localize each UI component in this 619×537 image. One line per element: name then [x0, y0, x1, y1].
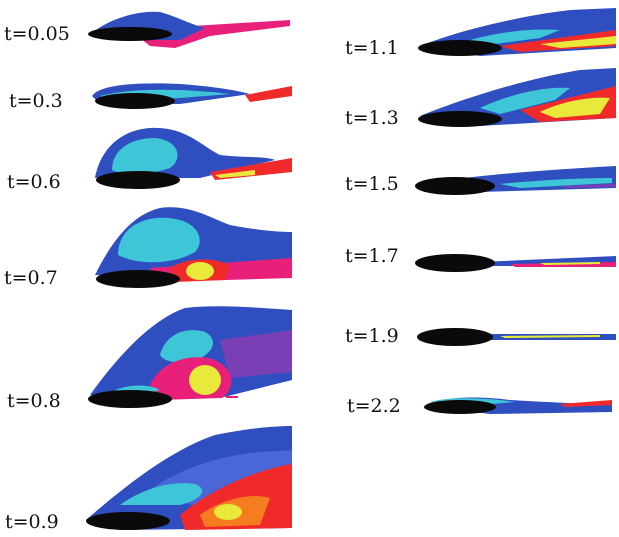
panel-t-1.1: t=1.1 [345, 8, 616, 59]
cyan-vortex [112, 138, 178, 174]
purple-wake [560, 184, 616, 188]
airfoil [86, 512, 170, 530]
airfoil [415, 254, 495, 272]
panel-t-0.05: t=0.05 [4, 11, 290, 48]
panel-t-1.7: t=1.7 [345, 245, 616, 272]
airfoil [88, 27, 172, 41]
red-wake [560, 400, 612, 407]
panel-t-0.9: t=0.9 [5, 426, 292, 533]
time-label: t=2.2 [347, 395, 401, 417]
time-label: t=0.8 [7, 390, 61, 412]
airfoil [96, 270, 180, 288]
airfoil [415, 177, 495, 195]
yellow-vortex [214, 504, 242, 520]
yellow-vortex [186, 262, 214, 280]
airfoil [417, 328, 493, 346]
airfoil [424, 400, 496, 414]
panel-t-0.8: t=0.8 [7, 306, 292, 412]
yellow-wake [540, 262, 600, 265]
time-label: t=0.9 [5, 511, 59, 533]
cyan-band [120, 483, 203, 505]
time-label: t=1.3 [345, 107, 399, 129]
panel-t-1.5: t=1.5 [345, 166, 616, 195]
cyan-vortex [160, 330, 213, 363]
airfoil [96, 171, 180, 189]
cyan-band [500, 178, 612, 188]
time-label: t=0.05 [4, 23, 70, 45]
time-label: t=0.3 [9, 90, 63, 112]
yellow-wake [215, 170, 255, 178]
airfoil [95, 93, 175, 109]
small-shed-vortex [226, 396, 238, 398]
panel-t-1.9: t=1.9 [345, 325, 616, 347]
red-wake [245, 86, 292, 102]
time-label: t=0.7 [4, 267, 58, 289]
airfoil [88, 390, 172, 408]
panel-t-0.6: t=0.6 [7, 127, 292, 193]
purple-band [220, 330, 292, 378]
cyan-band [470, 29, 560, 46]
yellow-vortex [189, 365, 221, 395]
red-wake [500, 30, 616, 52]
airfoil [418, 111, 502, 127]
panel-t-0.7: t=0.7 [4, 207, 292, 289]
yellow-wake [500, 335, 600, 338]
time-label: t=1.5 [345, 173, 399, 195]
time-label: t=1.1 [345, 37, 399, 59]
panel-t-1.3: t=1.3 [345, 68, 616, 129]
time-label: t=1.7 [345, 245, 399, 267]
cyan-band [480, 87, 570, 114]
cyan-vortex [118, 217, 200, 263]
panel-t-2.2: t=2.2 [347, 395, 612, 417]
airfoil [418, 40, 502, 56]
time-label: t=0.6 [7, 171, 61, 193]
yellow-wake [540, 97, 610, 118]
panel-t-0.3: t=0.3 [9, 83, 292, 112]
yellow-wake [540, 36, 616, 48]
time-label: t=1.9 [345, 325, 399, 347]
magenta-wake [140, 20, 290, 48]
